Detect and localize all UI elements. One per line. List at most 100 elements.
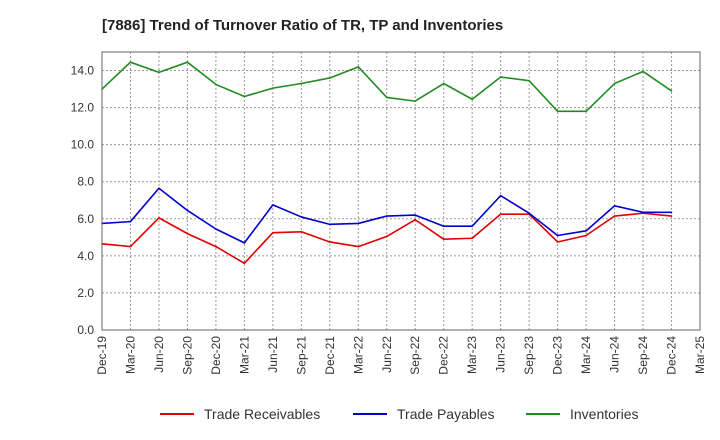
legend-label: Trade Receivables [204,406,320,422]
data-point [414,214,417,216]
series-trade-receivables [101,212,673,265]
data-point [158,217,160,219]
data-point [528,79,530,82]
data-point [442,225,445,228]
data-point [329,223,331,226]
data-point [243,262,246,265]
x-tick-label: Mar-21 [237,336,251,374]
x-tick-label: Mar-23 [465,336,479,374]
y-tick-label: 14.0 [71,64,95,78]
data-point [243,95,246,98]
x-tick-label: Mar-24 [579,336,593,374]
data-point [129,220,132,223]
data-point [272,87,274,89]
data-point [613,82,616,85]
legend-label: Trade Payables [397,406,495,422]
data-point [357,222,360,225]
data-point [300,216,303,218]
legend: Trade Receivables Trade Payables Inventori… [160,406,638,422]
y-tick-label: 12.0 [71,101,95,115]
data-point [272,204,274,206]
data-point [329,77,331,79]
data-point [642,211,644,214]
x-tick-label: Dec-24 [665,336,679,375]
data-point [158,71,160,74]
x-tick-label: Sep-20 [180,336,194,375]
x-tick-label: Sep-24 [636,336,650,375]
data-point [556,110,559,113]
data-point [129,245,132,248]
x-tick-label: Dec-20 [209,336,223,375]
x-tick-label: Jun-20 [152,336,166,373]
data-point [499,76,502,78]
x-tick-label: Jun-24 [608,336,622,373]
x-tick-label: Mar-20 [123,336,137,374]
data-point [414,100,417,102]
data-point [300,230,303,233]
x-tick-label: Sep-21 [294,336,308,375]
data-point [329,241,331,243]
data-point [670,90,673,92]
data-point [186,209,189,212]
y-tick-label: 10.0 [71,138,95,152]
y-tick-label: 8.0 [77,175,94,189]
x-tick-label: Dec-23 [551,336,565,375]
legend-item: Trade Payables [353,406,495,422]
x-tick-label: Jun-22 [380,336,394,373]
data-point [414,218,417,221]
data-point [499,194,502,197]
legend-label: Inventories [570,406,638,422]
chart-title: [7886] Trend of Turnover Ratio of TR, TP… [102,17,503,34]
data-point [272,231,274,234]
x-tick-label: Sep-23 [522,336,536,375]
legend-item: Trade Receivables [160,406,320,422]
series-trade-payables [101,187,673,244]
data-point [670,215,673,217]
data-point [243,242,246,244]
data-point [300,82,303,85]
series-inventories [101,61,673,113]
data-point [556,241,559,243]
series-layer [101,61,673,265]
x-tick-label: Dec-22 [437,336,451,375]
data-point [129,61,132,63]
x-tick-label: Mar-22 [351,336,365,374]
x-tick-label: Sep-22 [408,336,422,375]
data-point [215,245,217,248]
data-point [186,232,189,235]
data-point [385,215,388,217]
y-axis-tick-labels: 0.0 2.0 4.0 6.0 8.0 10.0 12.0 14.0 [71,64,95,337]
data-point [642,70,644,73]
data-point [357,245,360,248]
data-point [670,211,673,214]
data-point [585,110,587,113]
x-tick-label: Dec-21 [323,336,337,375]
data-point [528,212,530,215]
legend-item: Inventories [526,406,638,422]
data-point [471,225,473,228]
plot-frame [101,51,701,331]
data-point [357,66,360,68]
x-tick-label: Jun-23 [494,336,508,373]
data-point [385,96,388,99]
data-point [215,83,217,86]
data-point [158,187,160,190]
data-point [556,234,559,237]
data-point [186,61,189,63]
data-point [471,98,473,101]
x-tick-label: Jun-21 [266,336,280,373]
y-tick-label: 0.0 [77,323,94,337]
data-point [442,238,445,240]
data-point [385,235,388,238]
x-tick-label: Mar-25 [693,336,707,374]
y-tick-label: 6.0 [77,212,94,226]
data-point [499,213,502,215]
data-point [442,82,445,85]
data-point [613,215,616,217]
x-tick-label: Dec-19 [95,336,109,375]
data-point [585,234,587,237]
data-point [215,228,217,230]
data-point [585,230,587,232]
data-point [471,237,473,240]
